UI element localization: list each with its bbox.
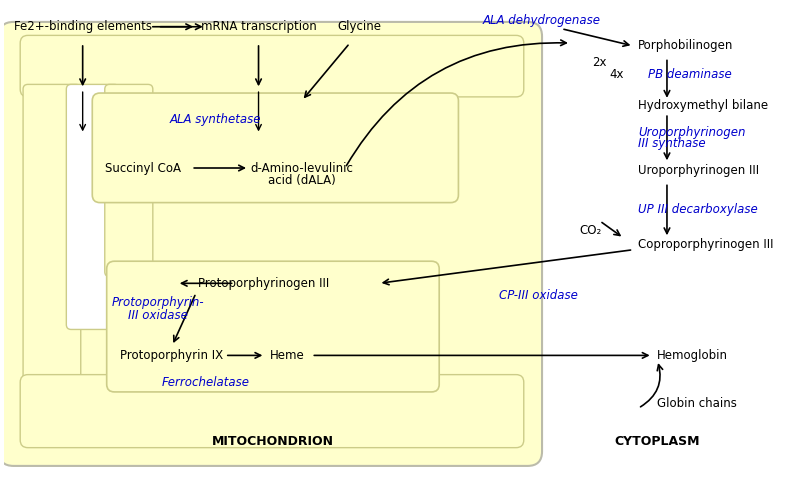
Text: Ferrochelatase: Ferrochelatase <box>162 376 250 389</box>
FancyBboxPatch shape <box>93 93 458 203</box>
Text: Heme: Heme <box>270 349 305 362</box>
Text: MITOCHONDRION: MITOCHONDRION <box>212 436 334 448</box>
Text: 2x: 2x <box>592 56 607 69</box>
FancyBboxPatch shape <box>66 84 119 330</box>
Text: ALA synthetase: ALA synthetase <box>169 113 261 126</box>
FancyBboxPatch shape <box>107 261 439 392</box>
Text: acid (dALA): acid (dALA) <box>268 174 336 187</box>
FancyBboxPatch shape <box>20 35 523 97</box>
Text: III oxidase: III oxidase <box>128 308 188 321</box>
Text: Hemoglobin: Hemoglobin <box>658 349 729 362</box>
Text: d-Amino-levulinic: d-Amino-levulinic <box>251 162 354 175</box>
Text: CP-III oxidase: CP-III oxidase <box>499 289 578 302</box>
Text: Uroporphyrinogen III: Uroporphyrinogen III <box>638 165 759 177</box>
Text: CO₂: CO₂ <box>579 224 601 237</box>
FancyBboxPatch shape <box>0 22 542 466</box>
Text: Succinyl CoA: Succinyl CoA <box>105 162 181 175</box>
Text: UP III decarboxylase: UP III decarboxylase <box>638 203 758 216</box>
Text: Protoporphyrin IX: Protoporphyrin IX <box>120 349 223 362</box>
FancyBboxPatch shape <box>105 84 153 276</box>
Text: mRNA transcription: mRNA transcription <box>200 20 317 33</box>
Text: Protoporphyrin-: Protoporphyrin- <box>111 296 204 309</box>
Text: Protoporphyrinogen III: Protoporphyrinogen III <box>198 277 329 290</box>
Text: Globin chains: Globin chains <box>658 397 737 410</box>
FancyBboxPatch shape <box>138 293 182 379</box>
Text: ALA dehydrogenase: ALA dehydrogenase <box>483 15 601 28</box>
Text: PB deaminase: PB deaminase <box>648 68 732 81</box>
Text: Glycine: Glycine <box>338 20 381 33</box>
Text: CYTOPLASM: CYTOPLASM <box>614 436 700 448</box>
Text: Fe2+-binding elements: Fe2+-binding elements <box>14 20 152 33</box>
Text: Coproporphyrinogen III: Coproporphyrinogen III <box>638 239 773 251</box>
FancyBboxPatch shape <box>20 375 523 448</box>
Text: Hydroxymethyl bilane: Hydroxymethyl bilane <box>638 99 768 112</box>
Text: Porphobilinogen: Porphobilinogen <box>638 40 733 52</box>
Text: Uroporphyrinogen: Uroporphyrinogen <box>638 126 745 139</box>
Text: 4x: 4x <box>610 68 624 81</box>
Text: III synthase: III synthase <box>638 137 705 151</box>
FancyBboxPatch shape <box>23 84 81 387</box>
